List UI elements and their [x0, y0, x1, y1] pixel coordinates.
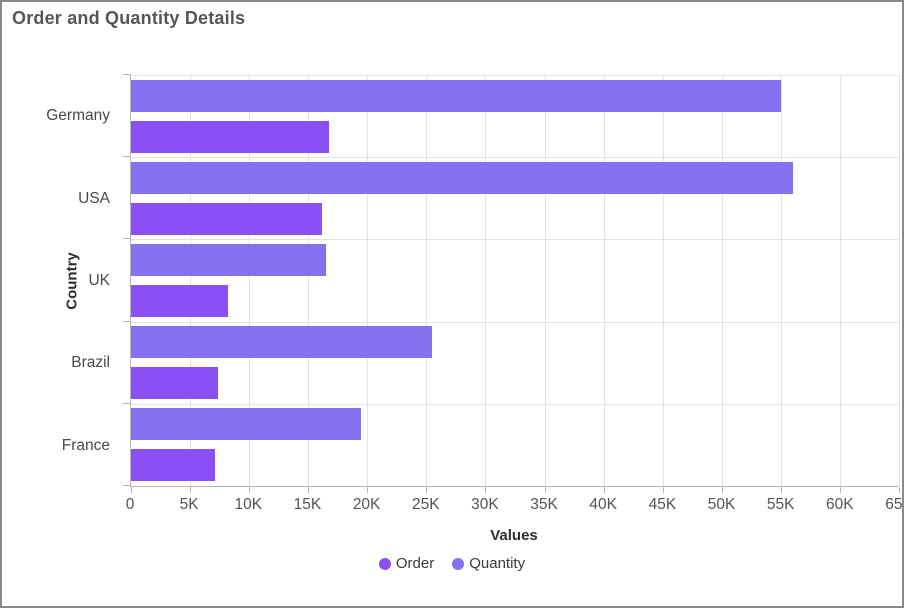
- bar-quantity-germany[interactable]: [131, 79, 781, 112]
- x-axis-label-5k: 5K: [179, 496, 199, 513]
- legend-label-quantity: Quantity: [469, 555, 526, 572]
- chart-title: Order and Quantity Details: [12, 8, 246, 28]
- y-axis-tick: [123, 238, 131, 240]
- y-axis-label-uk: UK: [88, 271, 110, 289]
- x-axis-tick: [367, 487, 369, 493]
- y-axis-label-france: France: [61, 436, 110, 454]
- x-axis-tick: [662, 487, 664, 493]
- legend-label-order: Order: [395, 555, 435, 572]
- bar-order-france[interactable]: [131, 449, 215, 482]
- y-axis-label-brazil: Brazil: [71, 354, 110, 372]
- bar-order-uk[interactable]: [131, 284, 228, 317]
- y-axis-tick: [123, 402, 131, 404]
- x-axis-tick: [249, 487, 251, 493]
- bar-order-germany[interactable]: [131, 120, 330, 153]
- bar-order-usa[interactable]: [131, 202, 323, 235]
- x-axis-labels: 0 5K 10K 15K 20K 25K 30K 35K 40K 45K 50K 55K 60K 65K: [126, 496, 902, 516]
- x-axis-label-65k: 65K: [885, 496, 903, 513]
- vertical-gridline: [899, 75, 900, 486]
- y-axis-tick: [123, 485, 131, 486]
- horizontal-gridline: [131, 239, 899, 241]
- x-axis-tick: [190, 487, 192, 493]
- vertical-gridline: [839, 75, 841, 486]
- category-band-usa: [131, 157, 899, 239]
- x-axis-tick: [603, 487, 605, 493]
- bar-quantity-brazil[interactable]: [131, 326, 433, 359]
- category-band-france: [131, 404, 899, 486]
- x-axis-label-20k: 20K: [352, 496, 381, 513]
- horizontal-gridline: [131, 75, 899, 76]
- y-axis-tick: [123, 156, 131, 158]
- x-axis-label-10k: 10K: [234, 496, 263, 513]
- y-axis-tick: [123, 74, 131, 75]
- horizontal-gridline: [131, 321, 899, 323]
- vertical-gridline: [662, 75, 664, 486]
- category-band-germany: [131, 75, 899, 157]
- legend-dot-quantity: [452, 557, 465, 570]
- vertical-gridline: [721, 75, 723, 486]
- x-axis-label-15k: 15K: [293, 496, 322, 513]
- x-axis-tick: [839, 487, 841, 493]
- x-axis-tick: [485, 487, 487, 493]
- vertical-gridline: [426, 75, 428, 486]
- x-axis-label-60k: 60K: [826, 496, 854, 513]
- vertical-gridline: [603, 75, 605, 486]
- x-axis-label-30k: 30K: [471, 496, 499, 513]
- bar-quantity-uk[interactable]: [131, 243, 326, 276]
- y-axis-tick: [123, 320, 131, 322]
- category-band-brazil: [131, 322, 899, 404]
- legend-item-quantity[interactable]: Quantity: [452, 555, 525, 572]
- x-axis-label-35k: 35K: [530, 496, 558, 513]
- x-axis-label-40k: 40K: [589, 496, 618, 513]
- legend-dot-order: [378, 557, 391, 570]
- bar-quantity-usa[interactable]: [131, 161, 793, 194]
- x-axis-tick: [308, 487, 310, 493]
- x-axis-label-0: 0: [125, 496, 135, 513]
- x-axis-tick: [899, 487, 900, 493]
- vertical-gridline: [190, 75, 192, 486]
- x-axis-tick: [426, 487, 428, 493]
- legend: Order Quantity: [2, 555, 902, 572]
- x-axis-title: Values: [490, 527, 538, 544]
- x-axis-label-55k: 55K: [766, 496, 795, 513]
- plot-area: [123, 74, 900, 493]
- bar-quantity-france[interactable]: [131, 408, 362, 441]
- vertical-gridline: [485, 75, 487, 486]
- bar-order-brazil[interactable]: [131, 367, 219, 400]
- horizontal-gridline: [131, 403, 899, 405]
- x-axis-label-50k: 50K: [707, 496, 736, 513]
- x-axis-tick: [544, 487, 546, 493]
- legend-item-order[interactable]: Order: [378, 555, 435, 572]
- x-axis-tick: [780, 487, 782, 493]
- y-axis-label-usa: USA: [78, 189, 110, 207]
- category-band-uk: [131, 239, 899, 321]
- y-axis-label-germany: Germany: [46, 107, 110, 125]
- x-axis-label-25k: 25K: [411, 496, 440, 513]
- y-axis-labels: Germany USA UK Brazil France: [2, 75, 120, 487]
- vertical-gridline: [367, 75, 369, 486]
- vertical-gridline: [780, 75, 782, 486]
- x-axis-label-45k: 45K: [648, 496, 677, 513]
- horizontal-gridline: [131, 157, 899, 159]
- vertical-gridline: [544, 75, 546, 486]
- vertical-gridline: [308, 75, 310, 486]
- x-axis-tick: [131, 487, 132, 493]
- vertical-gridline: [249, 75, 251, 486]
- x-axis-tick: [721, 487, 723, 493]
